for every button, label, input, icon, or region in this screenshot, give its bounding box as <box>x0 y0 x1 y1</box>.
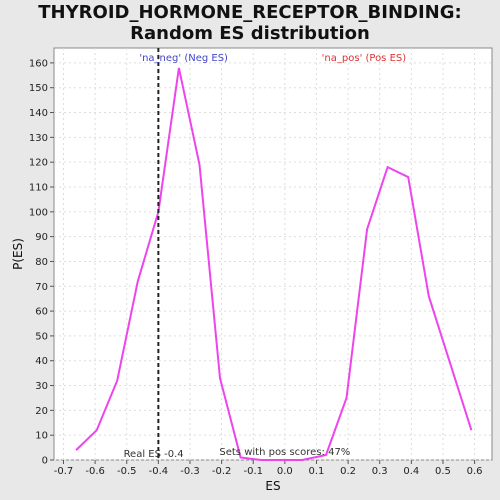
y-axis-ticks: 0 10 20 30 40 50 60 70 80 90 100 110 120 130 140 150 160 <box>29 58 54 467</box>
chart-title: THYROID_HORMONE_RECEPTOR_BINDING: Random… <box>38 2 462 44</box>
x-tick-label: 0.5 <box>435 466 451 477</box>
y-tick-label: 80 <box>35 257 48 268</box>
pos-scores-label: Sets with pos scores: 47% <box>219 447 350 458</box>
x-tick-label: -0.6 <box>85 466 105 477</box>
y-tick-label: 70 <box>35 282 48 293</box>
y-tick-label: 10 <box>35 431 48 442</box>
y-tick-label: 140 <box>29 108 48 119</box>
x-tick-label: 0.1 <box>309 466 325 477</box>
y-tick-label: 60 <box>35 307 48 318</box>
y-tick-label: 30 <box>35 381 48 392</box>
x-tick-label: 0.4 <box>403 466 419 477</box>
y-axis-label: P(ES) <box>11 238 25 270</box>
y-tick-label: 40 <box>35 356 48 367</box>
x-tick-label: -0.3 <box>180 466 200 477</box>
y-tick-label: 160 <box>29 58 48 69</box>
x-tick-label: 0.3 <box>372 466 388 477</box>
x-tick-label: 0.6 <box>467 466 483 477</box>
x-tick-label: 0.2 <box>340 466 356 477</box>
neg-annotation: 'na_neg' (Neg ES) <box>139 53 228 64</box>
y-tick-label: 50 <box>35 331 48 342</box>
x-axis-ticks: -0.7 -0.6 -0.5 -0.4 -0.3 -0.2 -0.1 0.0 0.1 0.2 0.3… <box>54 460 483 477</box>
y-tick-label: 100 <box>29 207 48 218</box>
series-line <box>75 67 473 461</box>
y-tick-label: 90 <box>35 232 48 243</box>
y-tick-label: 130 <box>29 133 48 144</box>
x-tick-label: -0.7 <box>54 466 74 477</box>
real-es-label: Real ES -0.4 <box>124 449 184 460</box>
x-tick-label: -0.1 <box>243 466 263 477</box>
y-tick-label: 150 <box>29 83 48 94</box>
plot-area <box>53 47 493 461</box>
y-tick-label: 20 <box>35 406 48 417</box>
pos-annotation: 'na_pos' (Pos ES) <box>322 53 407 64</box>
y-tick-label: 110 <box>29 182 48 193</box>
x-tick-label: -0.2 <box>212 466 232 477</box>
x-axis-label: ES <box>265 479 280 493</box>
x-tick-label: 0.0 <box>277 466 293 477</box>
y-tick-label: 120 <box>29 158 48 169</box>
x-tick-label: -0.4 <box>149 466 169 477</box>
x-tick-label: -0.5 <box>117 466 137 477</box>
y-tick-label: 0 <box>42 456 48 467</box>
